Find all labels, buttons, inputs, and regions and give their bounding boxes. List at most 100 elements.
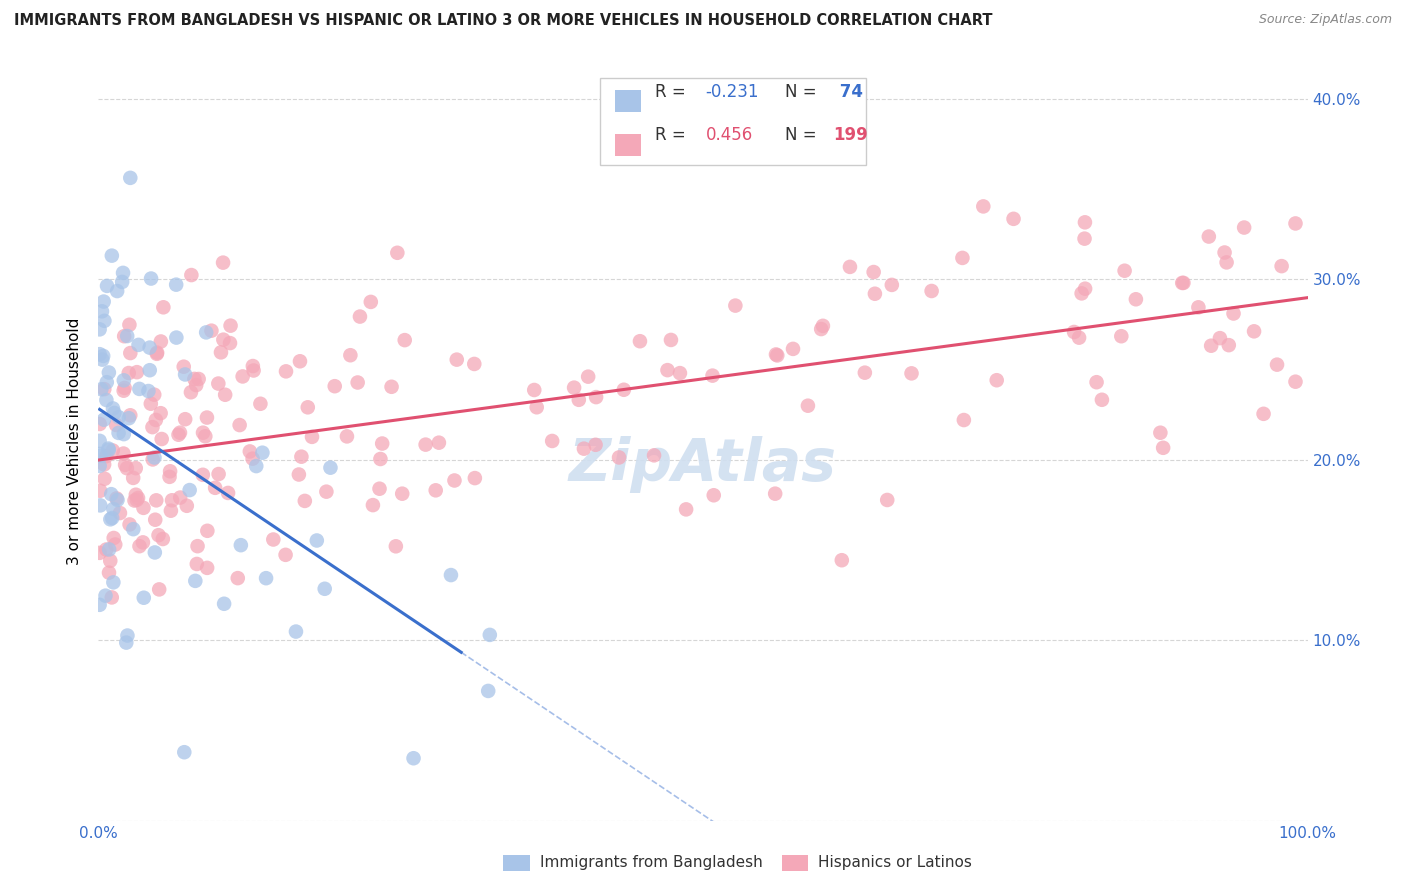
Point xyxy=(562,381,585,395)
Point xyxy=(93,382,115,396)
Point xyxy=(876,493,898,508)
Point xyxy=(150,432,173,446)
Point xyxy=(195,561,218,575)
Point xyxy=(90,449,112,463)
Point xyxy=(98,512,121,526)
Point xyxy=(146,345,169,359)
Point xyxy=(249,397,271,411)
Point xyxy=(89,322,111,336)
Point xyxy=(478,628,501,642)
Point xyxy=(294,494,316,508)
Text: ZipAtlas: ZipAtlas xyxy=(569,436,837,492)
Point xyxy=(148,582,170,597)
Point xyxy=(118,366,141,380)
Point xyxy=(174,368,197,382)
Point xyxy=(443,474,465,488)
Point xyxy=(112,329,135,343)
Point xyxy=(953,413,976,427)
Point xyxy=(900,367,922,381)
Point xyxy=(387,245,409,260)
Point xyxy=(370,452,392,467)
Point xyxy=(139,363,162,377)
Point xyxy=(174,412,197,426)
Point xyxy=(120,409,142,423)
Point xyxy=(427,435,450,450)
Point xyxy=(115,635,138,649)
Text: IMMIGRANTS FROM BANGLADESH VS HISPANIC OR LATINO 3 OR MORE VEHICLES IN HOUSEHOLD: IMMIGRANTS FROM BANGLADESH VS HISPANIC O… xyxy=(14,13,993,29)
Point xyxy=(972,199,994,213)
Point xyxy=(128,539,150,553)
Point xyxy=(659,333,682,347)
Point xyxy=(703,488,725,502)
Point xyxy=(125,492,148,507)
Point xyxy=(89,434,111,448)
Text: Immigrants from Bangladesh: Immigrants from Bangladesh xyxy=(540,855,762,870)
Text: N =: N = xyxy=(785,83,823,101)
Point xyxy=(724,299,747,313)
Point xyxy=(811,318,834,333)
Point xyxy=(765,347,787,361)
Point xyxy=(242,359,264,373)
Point xyxy=(105,417,128,432)
Point xyxy=(1209,331,1232,345)
Point xyxy=(112,373,135,387)
Point xyxy=(89,347,111,361)
Point xyxy=(187,539,209,553)
Point xyxy=(245,459,267,474)
Point xyxy=(97,442,120,456)
Point xyxy=(114,458,136,472)
Point xyxy=(107,410,129,425)
Point xyxy=(1173,276,1195,290)
Point xyxy=(1198,229,1220,244)
Point xyxy=(89,598,111,612)
FancyBboxPatch shape xyxy=(614,90,641,112)
Point xyxy=(219,336,242,351)
Point xyxy=(107,425,129,440)
Point xyxy=(288,467,311,482)
Point xyxy=(195,410,218,425)
Point xyxy=(1271,259,1294,273)
Point xyxy=(187,372,209,386)
Point xyxy=(139,271,162,285)
Point xyxy=(128,382,150,396)
Point xyxy=(195,524,218,538)
Point xyxy=(125,461,148,475)
Point xyxy=(274,548,297,562)
Point xyxy=(89,499,111,513)
Point xyxy=(96,278,118,293)
Point xyxy=(103,502,125,516)
Point xyxy=(159,464,181,478)
Point xyxy=(97,442,120,457)
FancyBboxPatch shape xyxy=(614,134,641,155)
Point xyxy=(1187,301,1209,315)
Point xyxy=(93,294,115,309)
Point xyxy=(380,380,402,394)
Point xyxy=(165,330,187,344)
Point xyxy=(125,365,148,379)
Point xyxy=(643,448,665,462)
Point xyxy=(921,284,943,298)
Point xyxy=(141,420,163,434)
Point xyxy=(200,324,222,338)
Point xyxy=(112,446,135,460)
Point xyxy=(346,376,368,390)
Point xyxy=(90,382,112,396)
Point xyxy=(297,401,319,415)
Point xyxy=(1222,306,1244,320)
Point xyxy=(111,275,134,289)
Point xyxy=(669,366,692,380)
Text: N =: N = xyxy=(785,126,823,145)
FancyBboxPatch shape xyxy=(503,855,530,871)
Point xyxy=(149,406,172,420)
Point xyxy=(180,268,202,282)
Point xyxy=(986,373,1008,387)
Point xyxy=(368,482,391,496)
Point xyxy=(100,591,122,605)
Point xyxy=(124,493,146,508)
Point xyxy=(173,745,195,759)
Point xyxy=(191,425,214,440)
Point xyxy=(314,582,336,596)
Point xyxy=(105,284,128,298)
Point xyxy=(149,334,172,349)
Point xyxy=(89,417,111,431)
